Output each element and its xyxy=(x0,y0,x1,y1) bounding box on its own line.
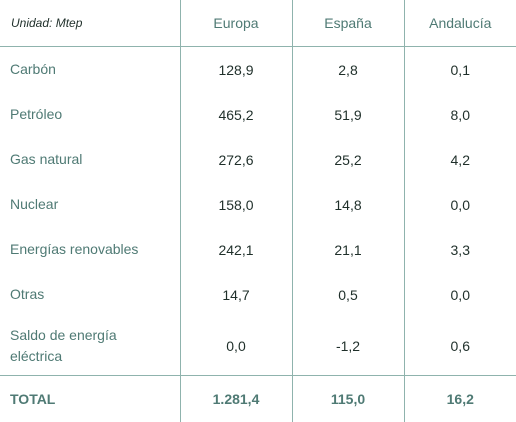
cell-europa: 272,6 xyxy=(180,137,292,182)
total-row: TOTAL 1.281,4 115,0 16,2 xyxy=(0,376,516,422)
total-espana: 115,0 xyxy=(292,376,404,422)
cell-europa: 465,2 xyxy=(180,92,292,137)
row-label: Petróleo xyxy=(0,92,180,137)
row-label-line: eléctrica xyxy=(10,348,62,364)
row-label-line: Saldo de energía xyxy=(10,327,117,343)
table-row: Nuclear 158,0 14,8 0,0 xyxy=(0,182,516,227)
column-header-europa: Europa xyxy=(180,0,292,47)
table-row: Carbón 128,9 2,8 0,1 xyxy=(0,47,516,93)
column-header-andalucia: Andalucía xyxy=(404,0,516,47)
cell-europa: 0,0 xyxy=(180,317,292,376)
table-header-row: Unidad: Mtep Europa España Andalucía xyxy=(0,0,516,47)
total-label: TOTAL xyxy=(0,376,180,422)
table-row: Otras 14,7 0,5 0,0 xyxy=(0,272,516,317)
cell-espana: 25,2 xyxy=(292,137,404,182)
column-header-espana: España xyxy=(292,0,404,47)
cell-andalucia: 4,2 xyxy=(404,137,516,182)
total-europa: 1.281,4 xyxy=(180,376,292,422)
row-label: Nuclear xyxy=(0,182,180,227)
cell-andalucia: 0,0 xyxy=(404,272,516,317)
cell-europa: 158,0 xyxy=(180,182,292,227)
table-row: Gas natural 272,6 25,2 4,2 xyxy=(0,137,516,182)
cell-espana: -1,2 xyxy=(292,317,404,376)
row-label: Otras xyxy=(0,272,180,317)
cell-europa: 242,1 xyxy=(180,227,292,272)
cell-europa: 128,9 xyxy=(180,47,292,93)
cell-espana: 2,8 xyxy=(292,47,404,93)
energy-table-container: Unidad: Mtep Europa España Andalucía Car… xyxy=(0,0,516,413)
cell-europa: 14,7 xyxy=(180,272,292,317)
cell-andalucia: 0,0 xyxy=(404,182,516,227)
row-label: Energías renovables xyxy=(0,227,180,272)
table-row: Energías renovables 242,1 21,1 3,3 xyxy=(0,227,516,272)
row-label: Gas natural xyxy=(0,137,180,182)
table-row: Saldo de energía eléctrica 0,0 -1,2 0,6 xyxy=(0,317,516,376)
cell-espana: 14,8 xyxy=(292,182,404,227)
cell-espana: 21,1 xyxy=(292,227,404,272)
cell-andalucia: 0,1 xyxy=(404,47,516,93)
cell-espana: 0,5 xyxy=(292,272,404,317)
cell-andalucia: 3,3 xyxy=(404,227,516,272)
unit-label: Unidad: Mtep xyxy=(0,0,180,47)
total-andalucia: 16,2 xyxy=(404,376,516,422)
row-label: Carbón xyxy=(0,47,180,93)
row-label: Saldo de energía eléctrica xyxy=(0,317,180,376)
cell-andalucia: 0,6 xyxy=(404,317,516,376)
cell-espana: 51,9 xyxy=(292,92,404,137)
table-row: Petróleo 465,2 51,9 8,0 xyxy=(0,92,516,137)
cell-andalucia: 8,0 xyxy=(404,92,516,137)
